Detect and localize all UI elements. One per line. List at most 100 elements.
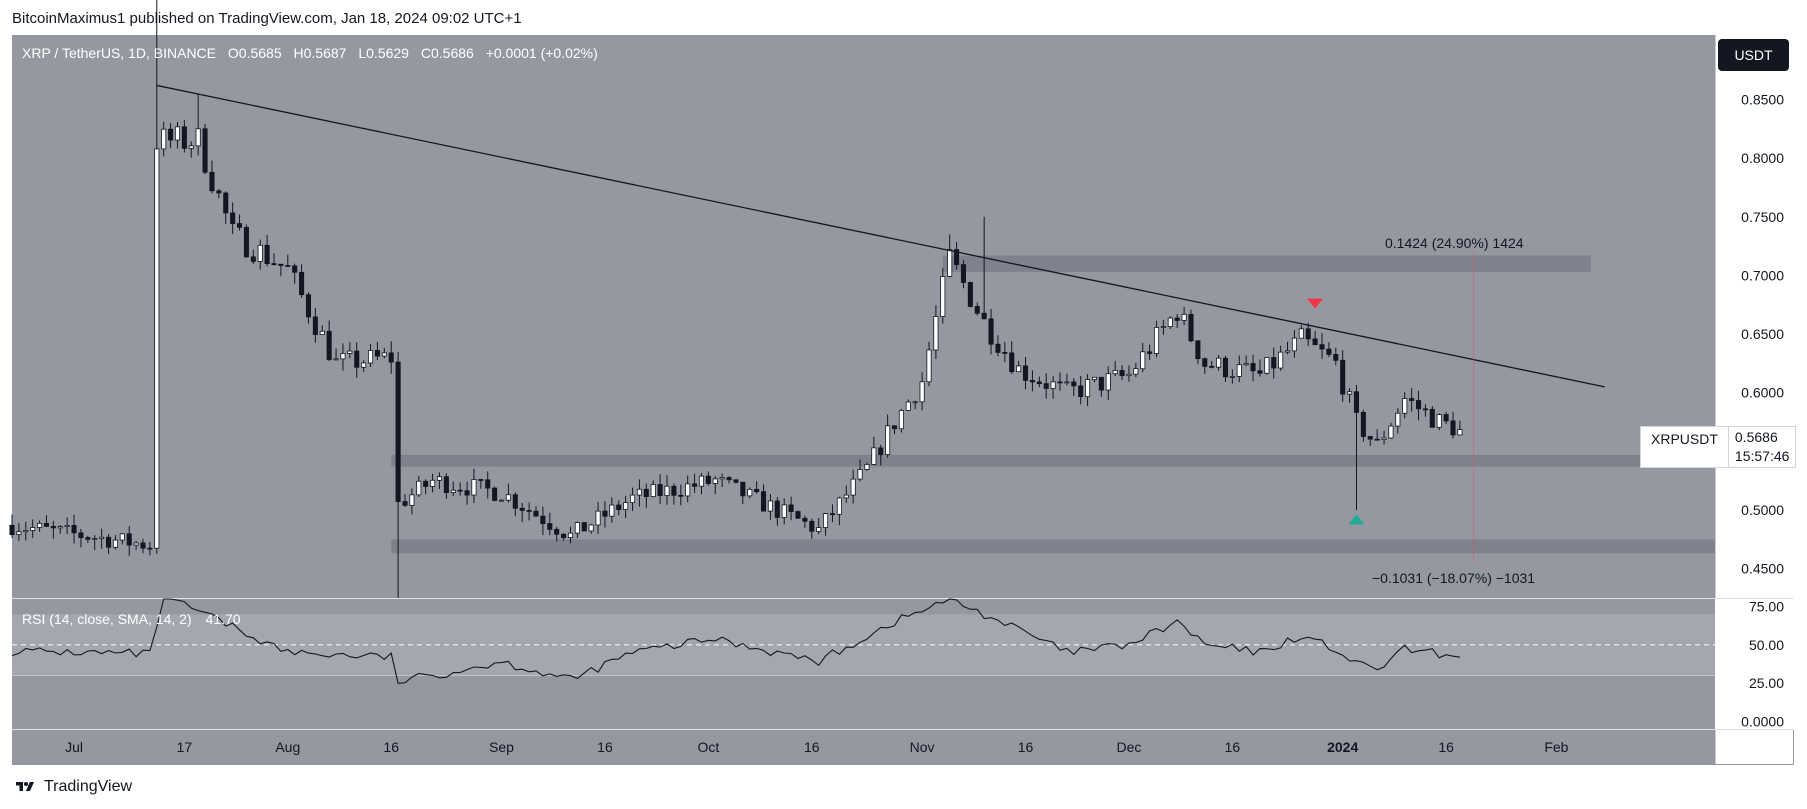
candle-down — [581, 522, 587, 532]
candle-down — [1450, 420, 1456, 436]
candle-up — [712, 478, 718, 484]
candle-down — [829, 513, 836, 516]
candle-up — [57, 526, 63, 529]
candle-up — [505, 494, 511, 501]
candle-up — [567, 532, 574, 538]
time-tick-label: Feb — [1544, 739, 1568, 755]
candle-down — [1333, 353, 1339, 361]
candle-down — [285, 265, 291, 267]
candle-up — [609, 504, 615, 517]
candle-up — [1278, 351, 1284, 369]
candle-down — [733, 479, 739, 483]
descending-trendline — [156, 84, 1605, 388]
candle-up — [188, 145, 194, 149]
last-price-tag: XRPUSDT 0.5686 15:57:46 — [1640, 426, 1797, 468]
candle-down — [1415, 400, 1422, 410]
candle-down — [891, 425, 898, 430]
candle-down — [960, 264, 967, 283]
candle-down — [1271, 357, 1277, 369]
candle-down — [554, 528, 560, 535]
last-price-symbol: XRPUSDT — [1641, 427, 1729, 467]
candle-up — [926, 349, 932, 383]
candle-down — [85, 537, 91, 540]
candle-down — [1174, 317, 1180, 321]
currency-button[interactable]: USDT — [1718, 39, 1789, 71]
tradingview-logo-text: TradingView — [44, 778, 133, 795]
candle-up — [1050, 381, 1056, 389]
price-axis[interactable] — [1715, 35, 1794, 598]
candle-down — [967, 282, 973, 307]
tradingview-logo[interactable]: TradingView — [12, 778, 132, 796]
support-resistance-zone — [391, 539, 1715, 554]
candle-down — [692, 483, 698, 487]
candle-down — [540, 515, 546, 524]
candle-up — [933, 316, 939, 351]
candle-down — [278, 263, 284, 266]
candle-down — [561, 533, 567, 538]
candle-down — [1195, 340, 1201, 360]
candle-down — [1029, 379, 1035, 383]
symbol-title: XRP / TetherUS, 1D, BINANCE — [22, 45, 216, 61]
candle-down — [209, 171, 215, 192]
bar-countdown: 15:57:46 — [1734, 448, 1790, 464]
price-tick-label: 0.6000 — [1741, 385, 1784, 401]
candle-down — [1188, 313, 1194, 342]
candle-down — [616, 504, 622, 510]
time-tick-label: 16 — [1018, 739, 1034, 755]
candle-down — [1043, 383, 1049, 389]
candle-up — [1243, 363, 1249, 366]
candle-up — [857, 469, 863, 480]
candle-down — [126, 533, 132, 546]
candle-down — [1257, 370, 1263, 374]
candle-up — [843, 494, 849, 499]
candle-up — [1298, 328, 1304, 339]
candle-down — [1353, 391, 1360, 413]
rsi-title: RSI (14, close, SMA, 14, 2) — [22, 611, 192, 627]
candle-down — [519, 507, 525, 511]
candle-up — [16, 531, 22, 536]
candle-up — [1160, 326, 1166, 328]
rsi-tick-label: 50.00 — [1749, 637, 1784, 653]
candle-up — [154, 148, 160, 549]
candle-down — [374, 350, 380, 357]
candle-up — [119, 533, 125, 541]
symbol-legend[interactable]: XRP / TetherUS, 1D, BINANCE O0.5685 H0.5… — [22, 45, 598, 61]
time-axis[interactable] — [12, 730, 1715, 764]
candle-down — [243, 226, 249, 258]
tradingview-logo-icon — [16, 782, 34, 791]
candle-up — [685, 483, 691, 497]
buy-marker-icon — [1348, 514, 1365, 525]
candle-up — [1167, 317, 1173, 327]
time-tick-label: 2024 — [1327, 739, 1358, 755]
candle-up — [381, 352, 387, 357]
candle-down — [1057, 381, 1063, 384]
candle-down — [526, 510, 532, 512]
price-pane[interactable] — [12, 35, 1715, 598]
candle-up — [340, 353, 346, 360]
candle-down — [402, 501, 408, 506]
price-tick-label: 0.7000 — [1741, 267, 1784, 283]
candle-down — [1312, 338, 1318, 346]
rsi-legend[interactable]: RSI (14, close, SMA, 14, 2) 41.70 — [22, 611, 241, 627]
candle-down — [9, 524, 15, 536]
candle-up — [1181, 313, 1187, 321]
candle-down — [1202, 358, 1208, 367]
ohlc-low-key: L — [358, 45, 366, 61]
candle-up — [919, 381, 925, 403]
candle-up — [836, 497, 842, 515]
candle-up — [161, 128, 167, 150]
candle-down — [1429, 408, 1435, 428]
candle-down — [1009, 352, 1015, 373]
candle-up — [1091, 376, 1098, 380]
candle-up — [416, 480, 422, 496]
candle-down — [547, 523, 553, 530]
candle-down — [105, 536, 112, 548]
rsi-axis[interactable] — [1715, 599, 1794, 729]
rsi-value: 41.70 — [206, 611, 241, 627]
candle-up — [623, 502, 629, 510]
candle-up — [64, 525, 70, 527]
candle-up — [912, 401, 918, 404]
candle-down — [443, 476, 449, 493]
candle-up — [1381, 437, 1387, 440]
